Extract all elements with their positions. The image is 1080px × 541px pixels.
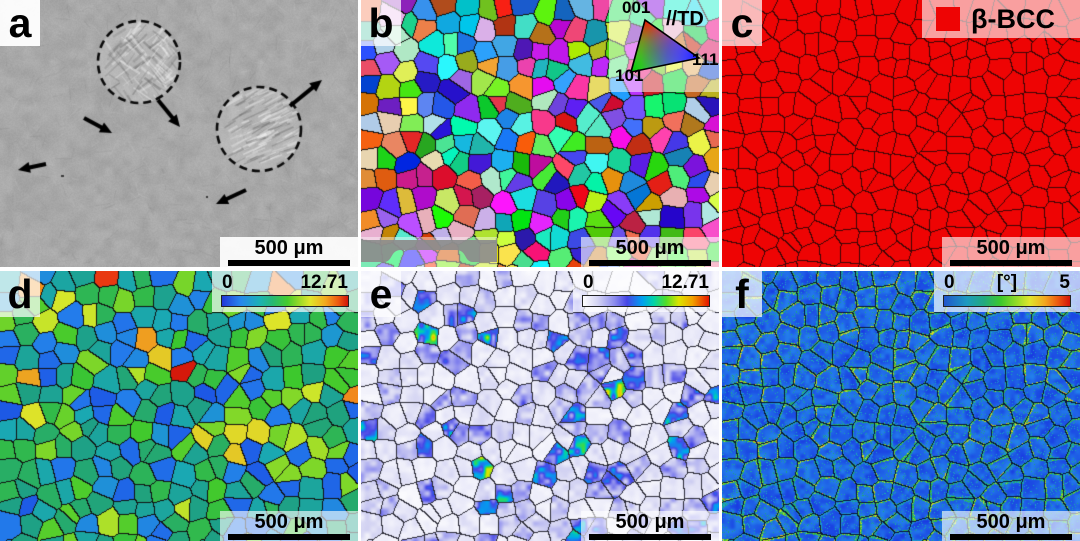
panel-label-d: d (0, 271, 40, 317)
scale-bar-c: 500 μm (942, 237, 1080, 267)
scale-bar-text: 500 μm (615, 237, 685, 259)
scale-bar-line (950, 534, 1072, 540)
dogbone-shape (361, 240, 497, 262)
colorbar-d: 0 12.71 (212, 271, 358, 312)
colorbar-gradient (582, 295, 710, 307)
scale-bar-line (589, 260, 711, 266)
colorbar-max-label: 12.71 (300, 272, 348, 293)
tensile-specimen-schematic (361, 237, 497, 267)
colorbar-min-label: 0 (944, 272, 955, 293)
scale-bar-text: 500 μm (976, 511, 1046, 533)
panel-a-sem-micrograph: a 500 μm (0, 0, 358, 267)
colorbar-gradient (943, 295, 1071, 307)
phase-map-canvas (722, 0, 1080, 267)
colorbar-min-label: 0 (583, 272, 594, 293)
ipf-pole-101-label: 101 (615, 66, 644, 85)
kam-map-canvas (722, 271, 1080, 541)
phase-legend: β-BCC (922, 0, 1080, 38)
colorbar-unit-label: [°] (996, 272, 1018, 293)
scale-bar-line (589, 534, 711, 540)
panel-c-phase-map: c β-BCC 500 μm (722, 0, 1080, 267)
colorbar-gradient (221, 295, 349, 307)
scale-bar-e: 500 μm (581, 511, 719, 541)
colorbar-max-label: 12.71 (661, 272, 709, 293)
ipf-direction-label: //TD (666, 8, 704, 30)
scale-bar-line (228, 534, 350, 540)
panel-e-misorientation-map: e 0 12.71 500 μm (361, 271, 719, 541)
ipf-color-key: 001 //TD 101 111 (609, 0, 719, 92)
panel-label-a: a (0, 0, 40, 46)
ipf-pole-001-label: 001 (622, 0, 651, 17)
panel-f-kam-map: f 0 [°] 5 500 μm (722, 271, 1080, 541)
scale-bar-text: 500 μm (254, 511, 324, 533)
panel-label-c: c (722, 0, 762, 46)
scale-bar-line (950, 260, 1072, 266)
misorientation-map-canvas (361, 271, 719, 541)
scale-bar-text: 500 μm (976, 237, 1046, 259)
scale-bar-f: 500 μm (942, 511, 1080, 541)
colorbar-max-label: 5 (1059, 272, 1070, 293)
gos-map-canvas (0, 271, 358, 541)
ipf-pole-111-label: 111 (692, 50, 719, 69)
panel-label-e: e (361, 271, 401, 317)
panel-b-ipf-map: b (361, 0, 719, 267)
scale-bar-line (228, 260, 350, 266)
ipf-triangle-key (629, 18, 701, 74)
phase-color-swatch (936, 7, 960, 31)
panel-label-f: f (722, 271, 762, 317)
scale-bar-b: 500 μm (581, 237, 719, 267)
colorbar-min-label: 0 (222, 272, 233, 293)
panel-label-b: b (361, 0, 401, 46)
sem-micrograph-canvas (0, 0, 358, 267)
phase-name-label: β-BCC (971, 3, 1055, 34)
colorbar-e: 0 12.71 (573, 271, 719, 312)
panel-d-gos-map: d 0 12.71 500 μm (0, 271, 358, 541)
scale-bar-d: 500 μm (220, 511, 358, 541)
scale-bar-a: 500 μm (220, 237, 358, 267)
scale-bar-text: 500 μm (254, 237, 324, 259)
scale-bar-text: 500 μm (615, 511, 685, 533)
colorbar-f: 0 [°] 5 (934, 271, 1080, 312)
